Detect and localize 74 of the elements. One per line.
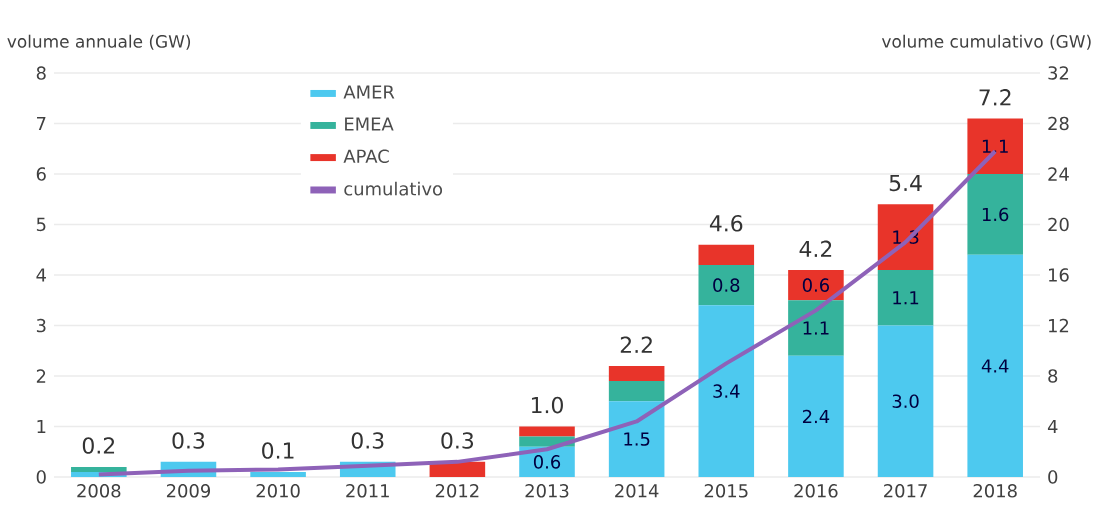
bar xyxy=(877,269,934,326)
y2-tick-label: 32 xyxy=(1048,66,1069,80)
data-label: 3.0 xyxy=(892,394,919,409)
x-tick-label: 2016 xyxy=(794,484,838,498)
total-label: 4.6 xyxy=(709,215,743,232)
bar xyxy=(877,325,934,477)
x-tick-label: 2014 xyxy=(615,484,659,498)
y-tick-label: 5 xyxy=(36,217,46,232)
y-tick-label: 1 xyxy=(37,419,46,434)
total-label: 7.2 xyxy=(979,89,1011,106)
y-tick-label: 3 xyxy=(36,318,46,333)
total-label: 0.2 xyxy=(82,437,115,454)
data-label: 4.4 xyxy=(981,359,1009,373)
total-label: 4.2 xyxy=(799,240,832,257)
y-tick-label: 4 xyxy=(36,268,46,282)
x-tick-label: 2009 xyxy=(166,484,211,498)
y2-tick-label: 12 xyxy=(1049,318,1069,333)
y2-tick-label: 8 xyxy=(1048,369,1058,383)
legend-label: EMEA xyxy=(345,117,394,131)
bar xyxy=(967,118,1023,175)
bar xyxy=(788,355,844,477)
bar xyxy=(608,381,665,402)
y2-tick-label: 20 xyxy=(1048,217,1069,232)
data-label: 1.5 xyxy=(624,432,650,446)
bar xyxy=(967,174,1023,255)
bar xyxy=(698,305,755,477)
bar xyxy=(967,254,1023,477)
x-tick-label: 2017 xyxy=(884,484,927,498)
total-label: 5.4 xyxy=(889,174,922,192)
bar xyxy=(519,426,575,437)
y2-tick-label: 4 xyxy=(1047,419,1058,434)
data-label: 0.6 xyxy=(533,455,561,469)
y-tick-label: 2 xyxy=(36,369,46,383)
total-label: 0.3 xyxy=(441,432,474,449)
bar xyxy=(788,300,844,356)
bar xyxy=(698,244,755,265)
y-axis-title: volume annuale (GW) xyxy=(7,34,191,50)
data-label: 1.6 xyxy=(982,207,1009,222)
y2-tick-label: 28 xyxy=(1048,116,1069,131)
legend-label: AMER xyxy=(343,85,395,99)
data-label: 1.1 xyxy=(982,139,1008,153)
bar xyxy=(250,471,306,477)
x-tick-label: 2010 xyxy=(256,484,300,498)
data-label: 0.6 xyxy=(802,278,830,292)
total-label: 2.2 xyxy=(620,336,652,353)
x-tick-label: 2018 xyxy=(973,484,1017,498)
data-label: 1.1 xyxy=(893,291,919,305)
bar xyxy=(71,466,127,472)
data-label: 0.8 xyxy=(713,278,740,292)
legend-label: cumulativo xyxy=(344,181,443,196)
total-label: 0.1 xyxy=(262,442,294,459)
y2-axis-title: volume cumulativo (GW) xyxy=(881,34,1091,50)
bar xyxy=(608,365,665,382)
y2-tick-label: 16 xyxy=(1049,268,1069,282)
x-tick-label: 2008 xyxy=(77,484,121,498)
data-label: 3.4 xyxy=(713,384,740,398)
y2-tick-label: 24 xyxy=(1048,167,1069,181)
y-tick-label: 7 xyxy=(37,116,46,131)
legend-label: APAC xyxy=(343,149,389,163)
data-label: 1.1 xyxy=(803,321,829,335)
y-tick-label: 8 xyxy=(36,66,46,80)
bar xyxy=(608,401,665,477)
x-tick-label: 2013 xyxy=(525,484,569,498)
total-label: 0.3 xyxy=(172,432,205,449)
y-tick-label: 0 xyxy=(36,470,46,484)
y-tick-label: 6 xyxy=(36,167,46,181)
data-label: 2.4 xyxy=(802,409,830,424)
bar xyxy=(698,264,755,306)
x-tick-label: 2012 xyxy=(435,484,479,498)
total-label: 1.0 xyxy=(531,396,563,414)
total-label: 0.3 xyxy=(351,432,384,449)
y2-tick-label: 0 xyxy=(1048,470,1058,484)
x-tick-label: 2015 xyxy=(704,484,748,498)
x-tick-label: 2011 xyxy=(346,484,389,498)
